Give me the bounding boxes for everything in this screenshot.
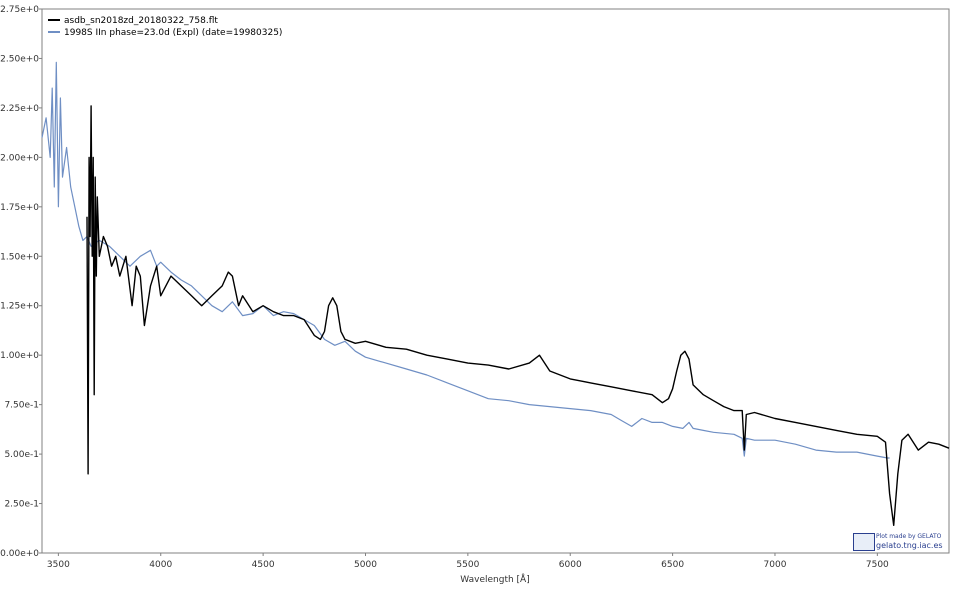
y-tick-label: 2.50e-1 (4, 500, 39, 510)
x-tick-label: 7000 (764, 560, 787, 570)
gelato-logo-icon (853, 533, 875, 551)
gelato-credit: Plot made by GELATO gelato.tng.iac.es (853, 532, 949, 552)
credit-line-2: gelato.tng.iac.es (876, 541, 943, 550)
x-tick-label: 6000 (559, 560, 582, 570)
x-tick-label: 5500 (456, 560, 479, 570)
x-axis: 3500 4000 4500 5000 5500 6000 6500 7000 7500 (47, 553, 889, 570)
y-tick-label: 2.25e+0 (0, 104, 39, 114)
x-axis-title: Wavelength [Å] (460, 573, 529, 585)
y-tick-label: 1.50e+0 (0, 252, 39, 262)
legend-label-1998S: 1998S IIn phase=23.0d (Expl) (date=19980… (64, 28, 282, 38)
x-tick-label: 4500 (252, 560, 275, 570)
y-tick-label: 2.75e+0 (0, 5, 39, 15)
x-tick-label: 4000 (149, 560, 172, 570)
legend-label-sn2018zd: asdb_sn2018zd_20180322_758.flt (64, 16, 218, 26)
series-layer (41, 61, 950, 526)
series-line-1998S (41, 61, 890, 459)
y-tick-label: 0.00e+0 (0, 549, 39, 559)
x-tick-label: 3500 (47, 560, 70, 570)
credit-line-1: Plot made by GELATO (876, 533, 942, 540)
y-tick-label: 5.00e-1 (4, 450, 39, 460)
x-tick-label: 5000 (354, 560, 377, 570)
legend: asdb_sn2018zd_20180322_758.flt 1998S IIn… (48, 16, 282, 38)
y-tick-label: 2.00e+0 (0, 153, 39, 163)
x-tick-label: 6500 (661, 560, 684, 570)
y-tick-label: 1.75e+0 (0, 203, 39, 213)
x-tick-label: 7500 (866, 560, 889, 570)
y-axis: 0.00e+0 2.50e-1 5.00e-1 7.50e-1 1.00e+0 1.25e… (0, 5, 42, 559)
y-tick-label: 1.25e+0 (0, 302, 39, 312)
y-tick-label: 7.50e-1 (4, 401, 39, 411)
series-line-sn2018zd (86, 105, 950, 526)
y-tick-label: 1.00e+0 (0, 351, 39, 361)
y-tick-label: 2.50e+0 (0, 54, 39, 64)
plot-frame (41, 8, 950, 554)
